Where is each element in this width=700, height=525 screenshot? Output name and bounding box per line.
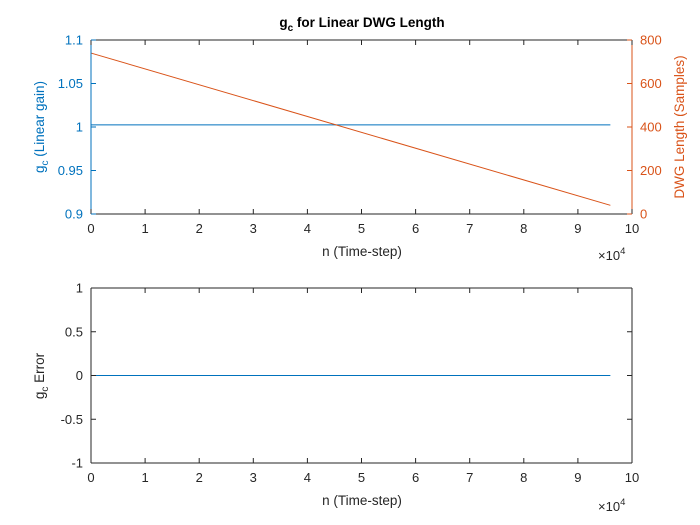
bottom-x-tick-label: 8 [520,470,527,485]
bottom-x-tick-label: 7 [466,470,473,485]
top-right-y-tick-label: 400 [640,120,662,135]
top-series-layer [90,52,611,206]
bottom-axes-layer: 0 1 2 3 4 5 6 7 8 9 10 -1 -0.5 0 0.5 1 [61,281,640,486]
bottom-y-tick-label: -1 [71,456,83,471]
bottom-x-tick-label: 3 [250,470,257,485]
top-x-tick-label: 1 [141,221,148,236]
bottom-y-tick-label: -0.5 [61,412,83,427]
top-right-y-tick-label: 600 [640,76,662,91]
top-plot-title: gc for Linear DWG Length [279,15,444,34]
bottom-plot: 0 1 2 3 4 5 6 7 8 9 10 -1 -0.5 0 0.5 1 n (Time-step) ×1… [32,281,639,515]
top-x-tick-label: 0 [87,221,94,236]
bottom-x-tick-label: 4 [304,470,311,485]
top-right-y-tick-label: 200 [640,163,662,178]
top-right-y-tick-label: 0 [640,207,647,222]
top-x-tick-label: 4 [304,221,311,236]
top-left-y-tick-label: 1.05 [58,76,83,91]
bottom-x-tick-label: 5 [358,470,365,485]
bottom-x-tick-label: 9 [574,470,581,485]
top-plot: 0 1 2 3 4 5 6 7 8 9 10 0.9 0.95 1 1.05 1.1 0 200 400 600 800… [32,15,687,263]
bottom-x-tick-label: 0 [87,470,94,485]
top-x-multiplier: ×104 [598,246,625,263]
top-x-tick-label: 3 [250,221,257,236]
bottom-x-tick-label: 6 [412,470,419,485]
top-left-y-axis-label: gc (Linear gain) [32,81,51,173]
top-left-y-tick-label: 1 [76,120,83,135]
bottom-y-tick-label: 0.5 [65,324,83,339]
bottom-y-tick-label: 1 [76,281,83,296]
bottom-y-tick-label: 0 [76,368,83,383]
top-x-tick-label: 7 [466,221,473,236]
top-left-y-tick-label: 1.1 [65,33,83,48]
dwg-length-series-line [90,52,611,206]
top-x-tick-label: 10 [625,221,639,236]
top-x-axis-label: n (Time-step) [322,244,402,259]
top-x-tick-label: 9 [574,221,581,236]
bottom-x-multiplier: ×104 [598,497,625,514]
top-x-tick-label: 5 [358,221,365,236]
bottom-y-axis-label: gc Error [32,352,51,399]
top-x-tick-label: 8 [520,221,527,236]
bottom-x-tick-label: 10 [625,470,639,485]
top-x-tick-label: 2 [196,221,203,236]
top-right-y-axis-label: DWG Length (Samples) [672,55,687,198]
top-x-tick-label: 6 [412,221,419,236]
top-right-y-tick-label: 800 [640,33,662,48]
top-left-y-tick-label: 0.9 [65,207,83,222]
bottom-x-tick-label: 2 [196,470,203,485]
top-left-y-tick-label: 0.95 [58,163,83,178]
top-axes-layer: 0 1 2 3 4 5 6 7 8 9 10 0.9 0.95 1 1.05 1.1 0 200 400 600 800 [58,33,662,237]
bottom-x-axis-label: n (Time-step) [322,493,402,508]
bottom-x-tick-label: 1 [141,470,148,485]
